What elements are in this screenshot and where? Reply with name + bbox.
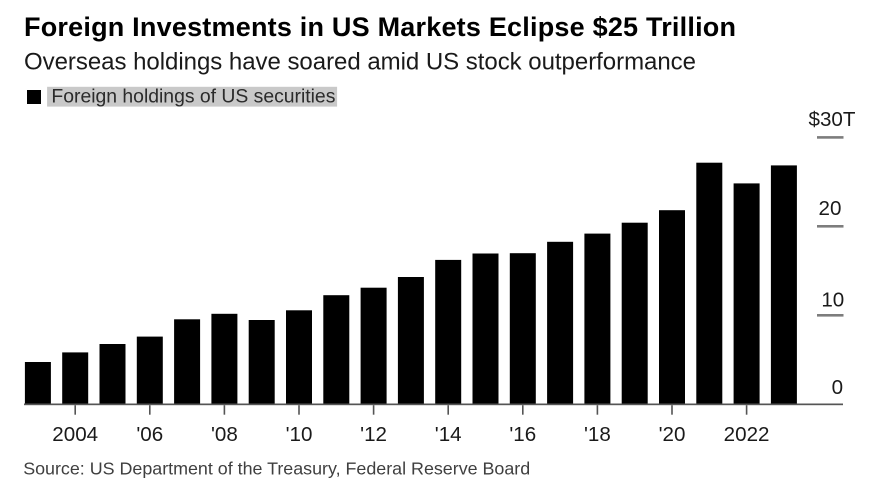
svg-text:Source: US Department of the T: Source: US Department of the Treasury, F… xyxy=(23,458,530,478)
svg-text:'08: '08 xyxy=(211,423,238,446)
svg-text:'06: '06 xyxy=(136,423,163,446)
svg-text:Foreign holdings of US securit: Foreign holdings of US securities xyxy=(51,85,335,107)
svg-text:'16: '16 xyxy=(509,423,536,446)
svg-text:$30T: $30T xyxy=(809,108,856,131)
svg-text:'10: '10 xyxy=(286,423,313,446)
svg-text:'14: '14 xyxy=(435,423,462,446)
svg-text:'18: '18 xyxy=(584,423,611,446)
svg-text:0: 0 xyxy=(832,376,843,399)
svg-text:2004: 2004 xyxy=(52,423,98,446)
svg-text:'12: '12 xyxy=(360,423,387,446)
svg-text:20: 20 xyxy=(819,197,842,220)
svg-text:2022: 2022 xyxy=(724,423,770,446)
svg-text:'20: '20 xyxy=(659,423,686,446)
svg-text:Foreign Investments in US Mark: Foreign Investments in US Markets Eclips… xyxy=(24,12,736,42)
svg-text:10: 10 xyxy=(821,289,844,312)
svg-text:Overseas holdings have soared: Overseas holdings have soared amid US st… xyxy=(24,48,696,75)
